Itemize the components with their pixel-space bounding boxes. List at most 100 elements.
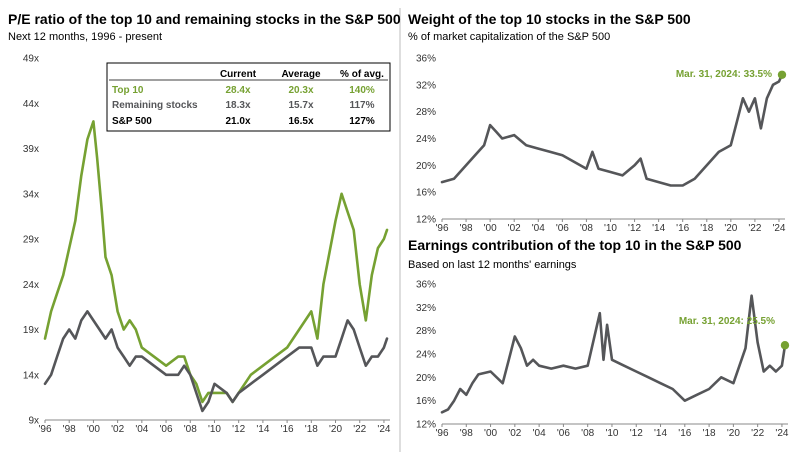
pe-x-tick-label: '24 — [377, 424, 390, 435]
pe-x-tick-label: '06 — [160, 424, 173, 435]
pe-y-tick-label: 14x — [23, 370, 39, 381]
earnings-x-tick-label: '22 — [751, 428, 764, 439]
earnings-x-tick-label: '10 — [605, 428, 618, 439]
weight-latest-point — [777, 70, 787, 79]
pe-y-tick-label: 24x — [23, 280, 39, 291]
pe-x-tick-label: '10 — [208, 424, 221, 435]
pe-y-tick-label: 29x — [23, 235, 39, 246]
earnings-x-tick-label: '20 — [727, 428, 740, 439]
earnings-chart: Earnings contribution of the top 10 in t… — [408, 237, 790, 439]
earnings-x-tick-label: '96 — [435, 428, 448, 439]
pe-chart: P/E ratio of the top 10 and remaining st… — [8, 11, 401, 435]
weight-x-tick-label: '02 — [508, 223, 521, 234]
pe-table-header-pct: % of avg. — [340, 69, 384, 80]
pe-x-axis: '96 '98 '00 '02 '04 '06 '08 '10 '12 '14 '16 '18 '20 '… — [38, 420, 391, 435]
pe-x-tick-label: '98 — [63, 424, 76, 435]
weight-chart: Weight of the top 10 stocks in the S&P 5… — [408, 11, 787, 234]
earnings-annotation: Mar. 31, 2024: 25.5% — [679, 316, 775, 327]
pe-y-tick-label: 39x — [23, 144, 39, 155]
earnings-y-tick-label: 32% — [416, 303, 436, 314]
pe-table-header-average: Average — [281, 69, 321, 80]
pe-x-tick-label: '16 — [281, 424, 294, 435]
weight-y-tick-label: 16% — [416, 188, 436, 199]
pe-x-tick-label: '20 — [329, 424, 342, 435]
pe-chart-subtitle: Next 12 months, 1996 - present — [8, 31, 162, 43]
earnings-x-tick-label: '16 — [678, 428, 691, 439]
pe-table-row-pct: 117% — [349, 100, 374, 111]
pe-y-tick-label: 9x — [28, 416, 39, 427]
pe-chart-title: P/E ratio of the top 10 and remaining st… — [8, 11, 401, 27]
earnings-x-tick-label: '24 — [775, 428, 788, 439]
weight-x-tick-label: '12 — [628, 223, 641, 234]
earnings-y-axis: 12% 16% 20% 24% 28% 32% 36% — [416, 280, 436, 431]
pe-table-row-current: 18.3x — [225, 100, 250, 111]
pe-x-tick-label: '14 — [256, 424, 269, 435]
earnings-x-tick-label: '14 — [654, 428, 667, 439]
pe-series-line-0 — [43, 120, 389, 404]
pe-series-line-1 — [43, 310, 389, 413]
pe-y-tick-label: 19x — [23, 325, 39, 336]
earnings-x-tick-label: '02 — [508, 428, 521, 439]
earnings-y-tick-label: 12% — [416, 420, 436, 431]
earnings-latest-point — [780, 341, 790, 350]
pe-x-tick-label: '08 — [184, 424, 197, 435]
earnings-chart-title: Earnings contribution of the top 10 in t… — [408, 237, 742, 253]
pe-table-row-average: 15.7x — [288, 100, 313, 111]
weight-x-tick-label: '96 — [435, 223, 448, 234]
weight-x-tick-label: '16 — [676, 223, 689, 234]
earnings-y-tick-label: 16% — [416, 396, 436, 407]
earnings-x-tick-label: '12 — [630, 428, 643, 439]
weight-y-tick-label: 12% — [416, 215, 436, 226]
pe-table-row-pct: 140% — [349, 85, 375, 96]
pe-x-tick-label: '04 — [135, 424, 148, 435]
pe-table-row-current: 28.4x — [225, 85, 250, 96]
weight-x-tick-label: '18 — [700, 223, 713, 234]
weight-x-tick-label: '14 — [652, 223, 665, 234]
weight-x-tick-label: '08 — [580, 223, 593, 234]
earnings-x-tick-label: '04 — [533, 428, 546, 439]
pe-table-frame — [106, 62, 391, 132]
weight-y-tick-label: 28% — [416, 107, 436, 118]
pe-table-row-label: Remaining stocks — [112, 100, 198, 111]
earnings-series — [440, 294, 790, 414]
weight-x-tick-label: '10 — [604, 223, 617, 234]
pe-series — [43, 120, 389, 413]
weight-y-tick-label: 32% — [416, 80, 436, 91]
pe-table-row-pct: 127% — [349, 116, 375, 127]
pe-table-row-average: 20.3x — [288, 85, 313, 96]
weight-x-tick-label: '24 — [772, 223, 785, 234]
pe-y-axis: 9x 14x 19x 24x 29x 34x 39x 44x 49x — [23, 54, 39, 427]
earnings-x-axis: '96 '98 '00 '02 '04 '06 '08 '10 '12 '14 '16 '18 '20 '… — [435, 424, 789, 439]
weight-y-tick-label: 20% — [416, 161, 436, 172]
earnings-x-tick-label: '00 — [484, 428, 497, 439]
earnings-x-tick-label: '18 — [703, 428, 716, 439]
weight-y-tick-label: 36% — [416, 54, 436, 65]
earnings-x-tick-label: '98 — [460, 428, 473, 439]
weight-x-tick-label: '00 — [484, 223, 497, 234]
earnings-series-line-0 — [440, 294, 787, 414]
pe-summary-table: Current Average % of avg. Top 10 28.4x 2… — [106, 62, 391, 132]
pe-y-tick-label: 34x — [23, 189, 39, 200]
pe-x-tick-label: '12 — [232, 424, 245, 435]
weight-annotation: Mar. 31, 2024: 33.5% — [676, 69, 772, 80]
pe-x-tick-label: '02 — [111, 424, 124, 435]
pe-x-tick-label: '96 — [38, 424, 51, 435]
pe-y-tick-label: 44x — [23, 99, 39, 110]
weight-x-axis: '96 '98 '00 '02 '04 '06 '08 '10 '12 '14 '16 '18 '20 '… — [435, 219, 786, 234]
pe-table-row-label: Top 10 — [112, 85, 144, 96]
earnings-chart-subtitle: Based on last 12 months' earnings — [408, 259, 577, 271]
earnings-x-tick-label: '06 — [557, 428, 570, 439]
weight-x-tick-label: '04 — [532, 223, 545, 234]
earnings-y-tick-label: 20% — [416, 373, 436, 384]
earnings-y-tick-label: 24% — [416, 350, 436, 361]
weight-x-tick-label: '98 — [460, 223, 473, 234]
weight-y-tick-label: 24% — [416, 134, 436, 145]
weight-x-tick-label: '20 — [724, 223, 737, 234]
pe-table-row-label: S&P 500 — [112, 116, 152, 127]
pe-x-tick-label: '00 — [87, 424, 100, 435]
pe-y-tick-label: 49x — [23, 54, 39, 65]
earnings-x-tick-label: '08 — [581, 428, 594, 439]
weight-series-line-0 — [440, 73, 784, 187]
earnings-y-tick-label: 36% — [416, 280, 436, 291]
pe-table-header-current: Current — [220, 69, 257, 80]
